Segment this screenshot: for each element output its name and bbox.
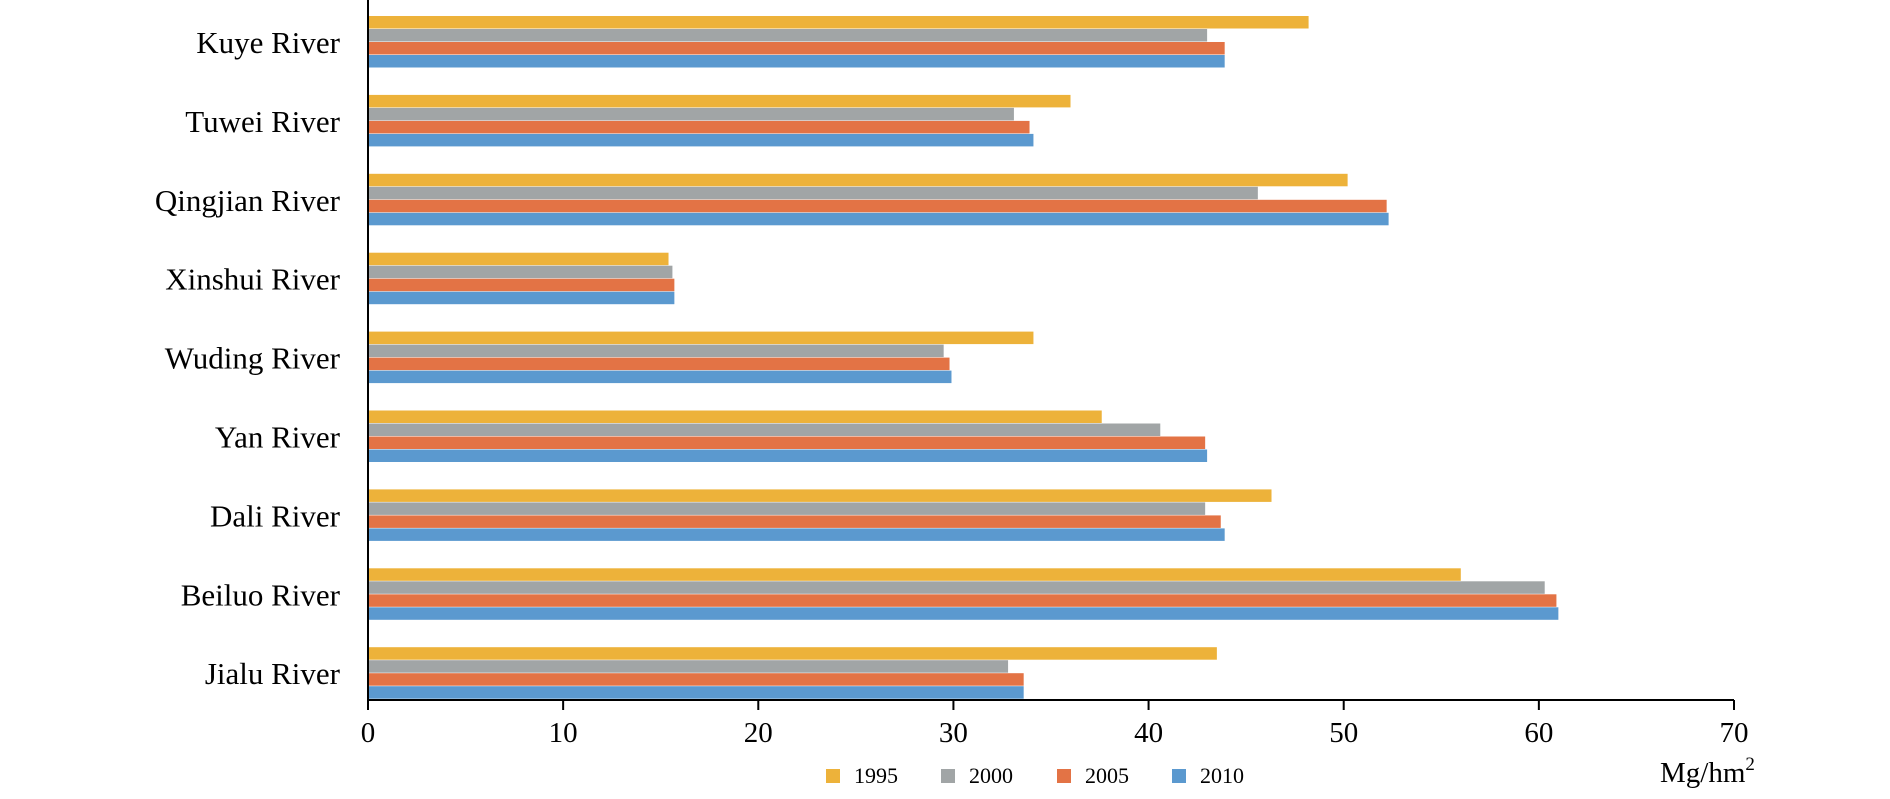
bar-tuwei-river-2010 [368, 133, 1034, 147]
category-label: Tuwei River [185, 104, 340, 139]
bar-beiluo-river-1995 [368, 568, 1461, 581]
bar-yan-river-2005 [368, 436, 1206, 449]
unit-label-base: Mg/hm [1660, 757, 1746, 789]
x-tick-label: 60 [1524, 717, 1553, 749]
category-label: Yan River [215, 420, 341, 455]
legend-swatch-2005 [1057, 769, 1071, 783]
legend-swatch-2010 [1172, 769, 1186, 783]
x-tick-label: 10 [549, 717, 578, 749]
x-tick-label: 0 [361, 717, 376, 749]
category-label: Qingjian River [155, 183, 341, 218]
bar-kuye-river-2010 [368, 55, 1225, 68]
bar-jialu-river-2005 [368, 673, 1024, 686]
bar-qingjian-river-1995 [368, 173, 1348, 187]
x-tick-label: 20 [744, 717, 773, 749]
bar-dali-river-2005 [368, 515, 1221, 528]
category-label: Kuye River [196, 25, 340, 60]
legend-label-2005: 2005 [1085, 763, 1129, 788]
x-tick-label: 70 [1720, 717, 1749, 749]
axes-layer [367, 0, 1735, 710]
bar-yan-river-2010 [368, 449, 1208, 462]
bar-xinshui-river-1995 [368, 252, 669, 266]
bar-tuwei-river-2005 [368, 120, 1030, 134]
bar-xinshui-river-2010 [368, 291, 675, 305]
category-label: Jialu River [205, 656, 341, 691]
bar-tuwei-river-2000 [368, 107, 1014, 121]
bar-kuye-river-2005 [368, 42, 1225, 55]
legend-label-2010: 2010 [1200, 763, 1244, 788]
bar-jialu-river-2000 [368, 660, 1009, 673]
legend-label-2000: 2000 [969, 763, 1013, 788]
bar-yan-river-2000 [368, 423, 1161, 436]
bar-qingjian-river-2000 [368, 186, 1258, 200]
category-label: Xinshui River [165, 262, 340, 297]
bar-yan-river-1995 [368, 410, 1102, 423]
bar-kuye-river-1995 [368, 16, 1309, 29]
bar-qingjian-river-2005 [368, 199, 1387, 213]
unit-label-superscript: 2 [1745, 754, 1755, 775]
category-label: Wuding River [165, 341, 341, 376]
legend-swatch-1995 [826, 769, 840, 783]
legend-swatch-2000 [941, 769, 955, 783]
legend-label-1995: 1995 [854, 763, 898, 788]
x-tick-label: 50 [1329, 717, 1358, 749]
x-axis-unit-label: Mg/hm2 [1660, 754, 1755, 789]
bar-dali-river-2000 [368, 502, 1206, 515]
bar-xinshui-river-2005 [368, 278, 675, 292]
labels-layer: Kuye River Tuwei River Qingjian River Xinsh… [155, 25, 1749, 749]
bar-beiluo-river-2010 [368, 607, 1559, 620]
x-tick-label: 40 [1134, 717, 1163, 749]
bar-xinshui-river-2000 [368, 265, 673, 279]
category-label: Beiluo River [181, 577, 341, 612]
bar-dali-river-2010 [368, 528, 1225, 541]
bar-tuwei-river-1995 [368, 94, 1071, 108]
bar-beiluo-river-2000 [368, 581, 1545, 594]
x-tick-label: 30 [939, 717, 968, 749]
bar-wuding-river-2010 [368, 370, 952, 384]
bar-qingjian-river-2010 [368, 212, 1389, 226]
bars-layer [368, 16, 1559, 699]
bar-jialu-river-1995 [368, 647, 1217, 660]
bar-beiluo-river-2005 [368, 594, 1557, 607]
bar-kuye-river-2000 [368, 29, 1208, 42]
bar-wuding-river-2000 [368, 344, 944, 358]
bar-jialu-river-2010 [368, 686, 1024, 699]
category-label: Dali River [210, 498, 341, 533]
bar-wuding-river-1995 [368, 331, 1034, 345]
bar-wuding-river-2005 [368, 357, 950, 371]
legend: 1995 2000 2005 2010 [826, 763, 1244, 788]
bar-dali-river-1995 [368, 489, 1272, 502]
